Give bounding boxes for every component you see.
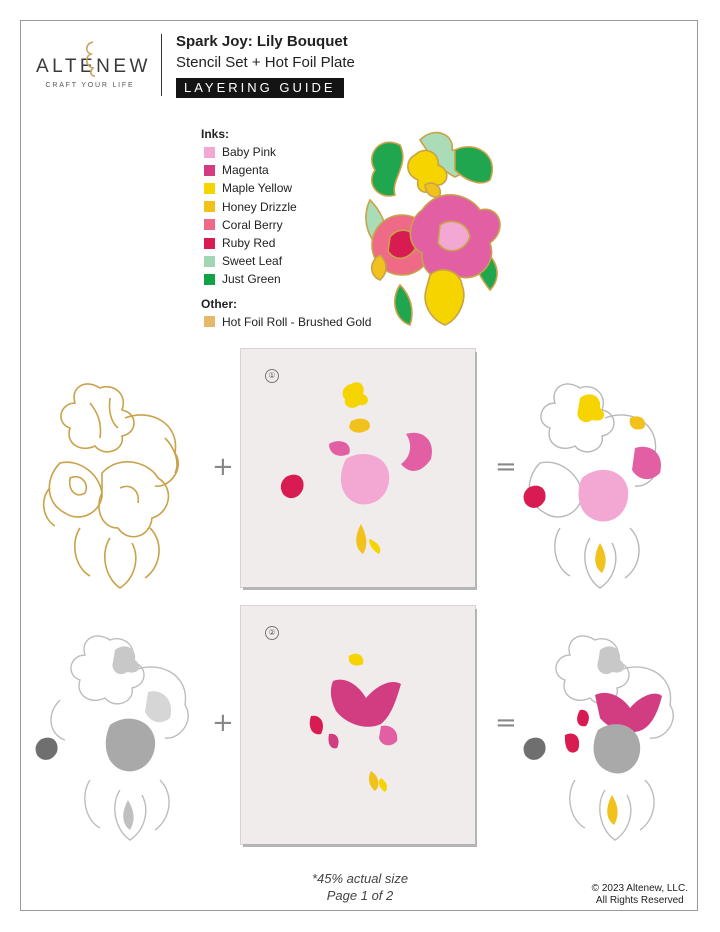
ink-item: Ruby Red xyxy=(201,234,371,252)
copyright: © 2023 Altenew, LLC. All Rights Reserved xyxy=(592,883,688,907)
inks-heading: Inks: xyxy=(201,127,230,141)
brand-name: ALTENEW xyxy=(36,56,151,77)
ink-item: Coral Berry xyxy=(201,216,371,234)
ink-swatch-icon xyxy=(204,219,215,231)
ink-label: Maple Yellow xyxy=(222,181,293,196)
ink-swatch-icon xyxy=(204,182,215,194)
step-number-2: ② xyxy=(265,626,279,640)
logo-flourish-icon xyxy=(85,41,96,77)
page-subtitle: Stencil Set + Hot Foil Plate xyxy=(176,54,355,71)
other-label: Hot Foil Roll - Brushed Gold xyxy=(222,314,372,329)
page-number: Page 1 of 2 xyxy=(326,888,394,903)
ink-item: Baby Pink xyxy=(201,143,371,161)
ink-item: Sweet Leaf xyxy=(201,252,371,270)
ink-item: Maple Yellow xyxy=(201,179,371,197)
result-after-step-2-illustration xyxy=(523,635,674,841)
copyright-line-2: All Rights Reserved xyxy=(595,895,684,906)
ink-item: Magenta xyxy=(201,161,371,179)
equals-operator-1: = xyxy=(495,452,517,482)
silver-base-illustration xyxy=(35,635,189,841)
ink-swatch-icon xyxy=(204,146,215,158)
other-heading: Other: xyxy=(201,296,237,311)
stencil-2-openings-illustration xyxy=(309,653,401,792)
brand-tagline: CRAFT YOUR LIFE xyxy=(45,82,135,89)
layering-guide-badge: LAYERING GUIDE xyxy=(176,78,344,98)
ink-swatch-icon xyxy=(204,201,215,213)
other-swatch-icon xyxy=(204,316,215,328)
ink-swatch-icon xyxy=(204,164,215,176)
ink-label: Baby Pink xyxy=(222,145,277,160)
ink-label: Honey Drizzle xyxy=(222,199,297,214)
ink-label: Coral Berry xyxy=(222,217,283,232)
ink-item: Honey Drizzle xyxy=(201,198,371,216)
stencil-1-openings-illustration xyxy=(280,382,432,554)
ink-label: Ruby Red xyxy=(222,236,276,251)
ink-legend: Inks: Baby Pink Magenta Maple Yellow Honey … xyxy=(201,127,371,331)
ink-swatch-icon xyxy=(204,237,215,249)
ink-label: Just Green xyxy=(222,272,281,287)
ink-swatch-icon xyxy=(204,273,215,285)
page-border xyxy=(20,20,698,911)
page-title: Spark Joy: Lily Bouquet xyxy=(176,33,348,50)
ink-label: Sweet Leaf xyxy=(222,254,283,269)
header-divider xyxy=(161,34,162,96)
ink-item: Just Green xyxy=(201,270,371,288)
plus-operator-1: + xyxy=(212,452,234,482)
result-after-step-1-illustration xyxy=(523,383,661,589)
gold-foil-outline-illustration xyxy=(42,383,179,589)
finished-card-illustration xyxy=(365,131,501,327)
scale-note: *45% actual size xyxy=(311,871,409,886)
stencil-panel-1: ① xyxy=(241,349,475,587)
stencil-panel-2: ② xyxy=(241,606,475,844)
equals-operator-2: = xyxy=(495,708,517,738)
other-item: Hot Foil Roll - Brushed Gold xyxy=(201,313,371,331)
ink-label: Magenta xyxy=(222,163,269,178)
brand-logo: ALTENEW CRAFT YOUR LIFE xyxy=(36,41,151,89)
step-number-1: ① xyxy=(265,369,279,383)
copyright-line-1: © 2023 Altenew, LLC. xyxy=(591,883,688,894)
ink-swatch-icon xyxy=(204,255,215,267)
plus-operator-2: + xyxy=(212,708,234,738)
